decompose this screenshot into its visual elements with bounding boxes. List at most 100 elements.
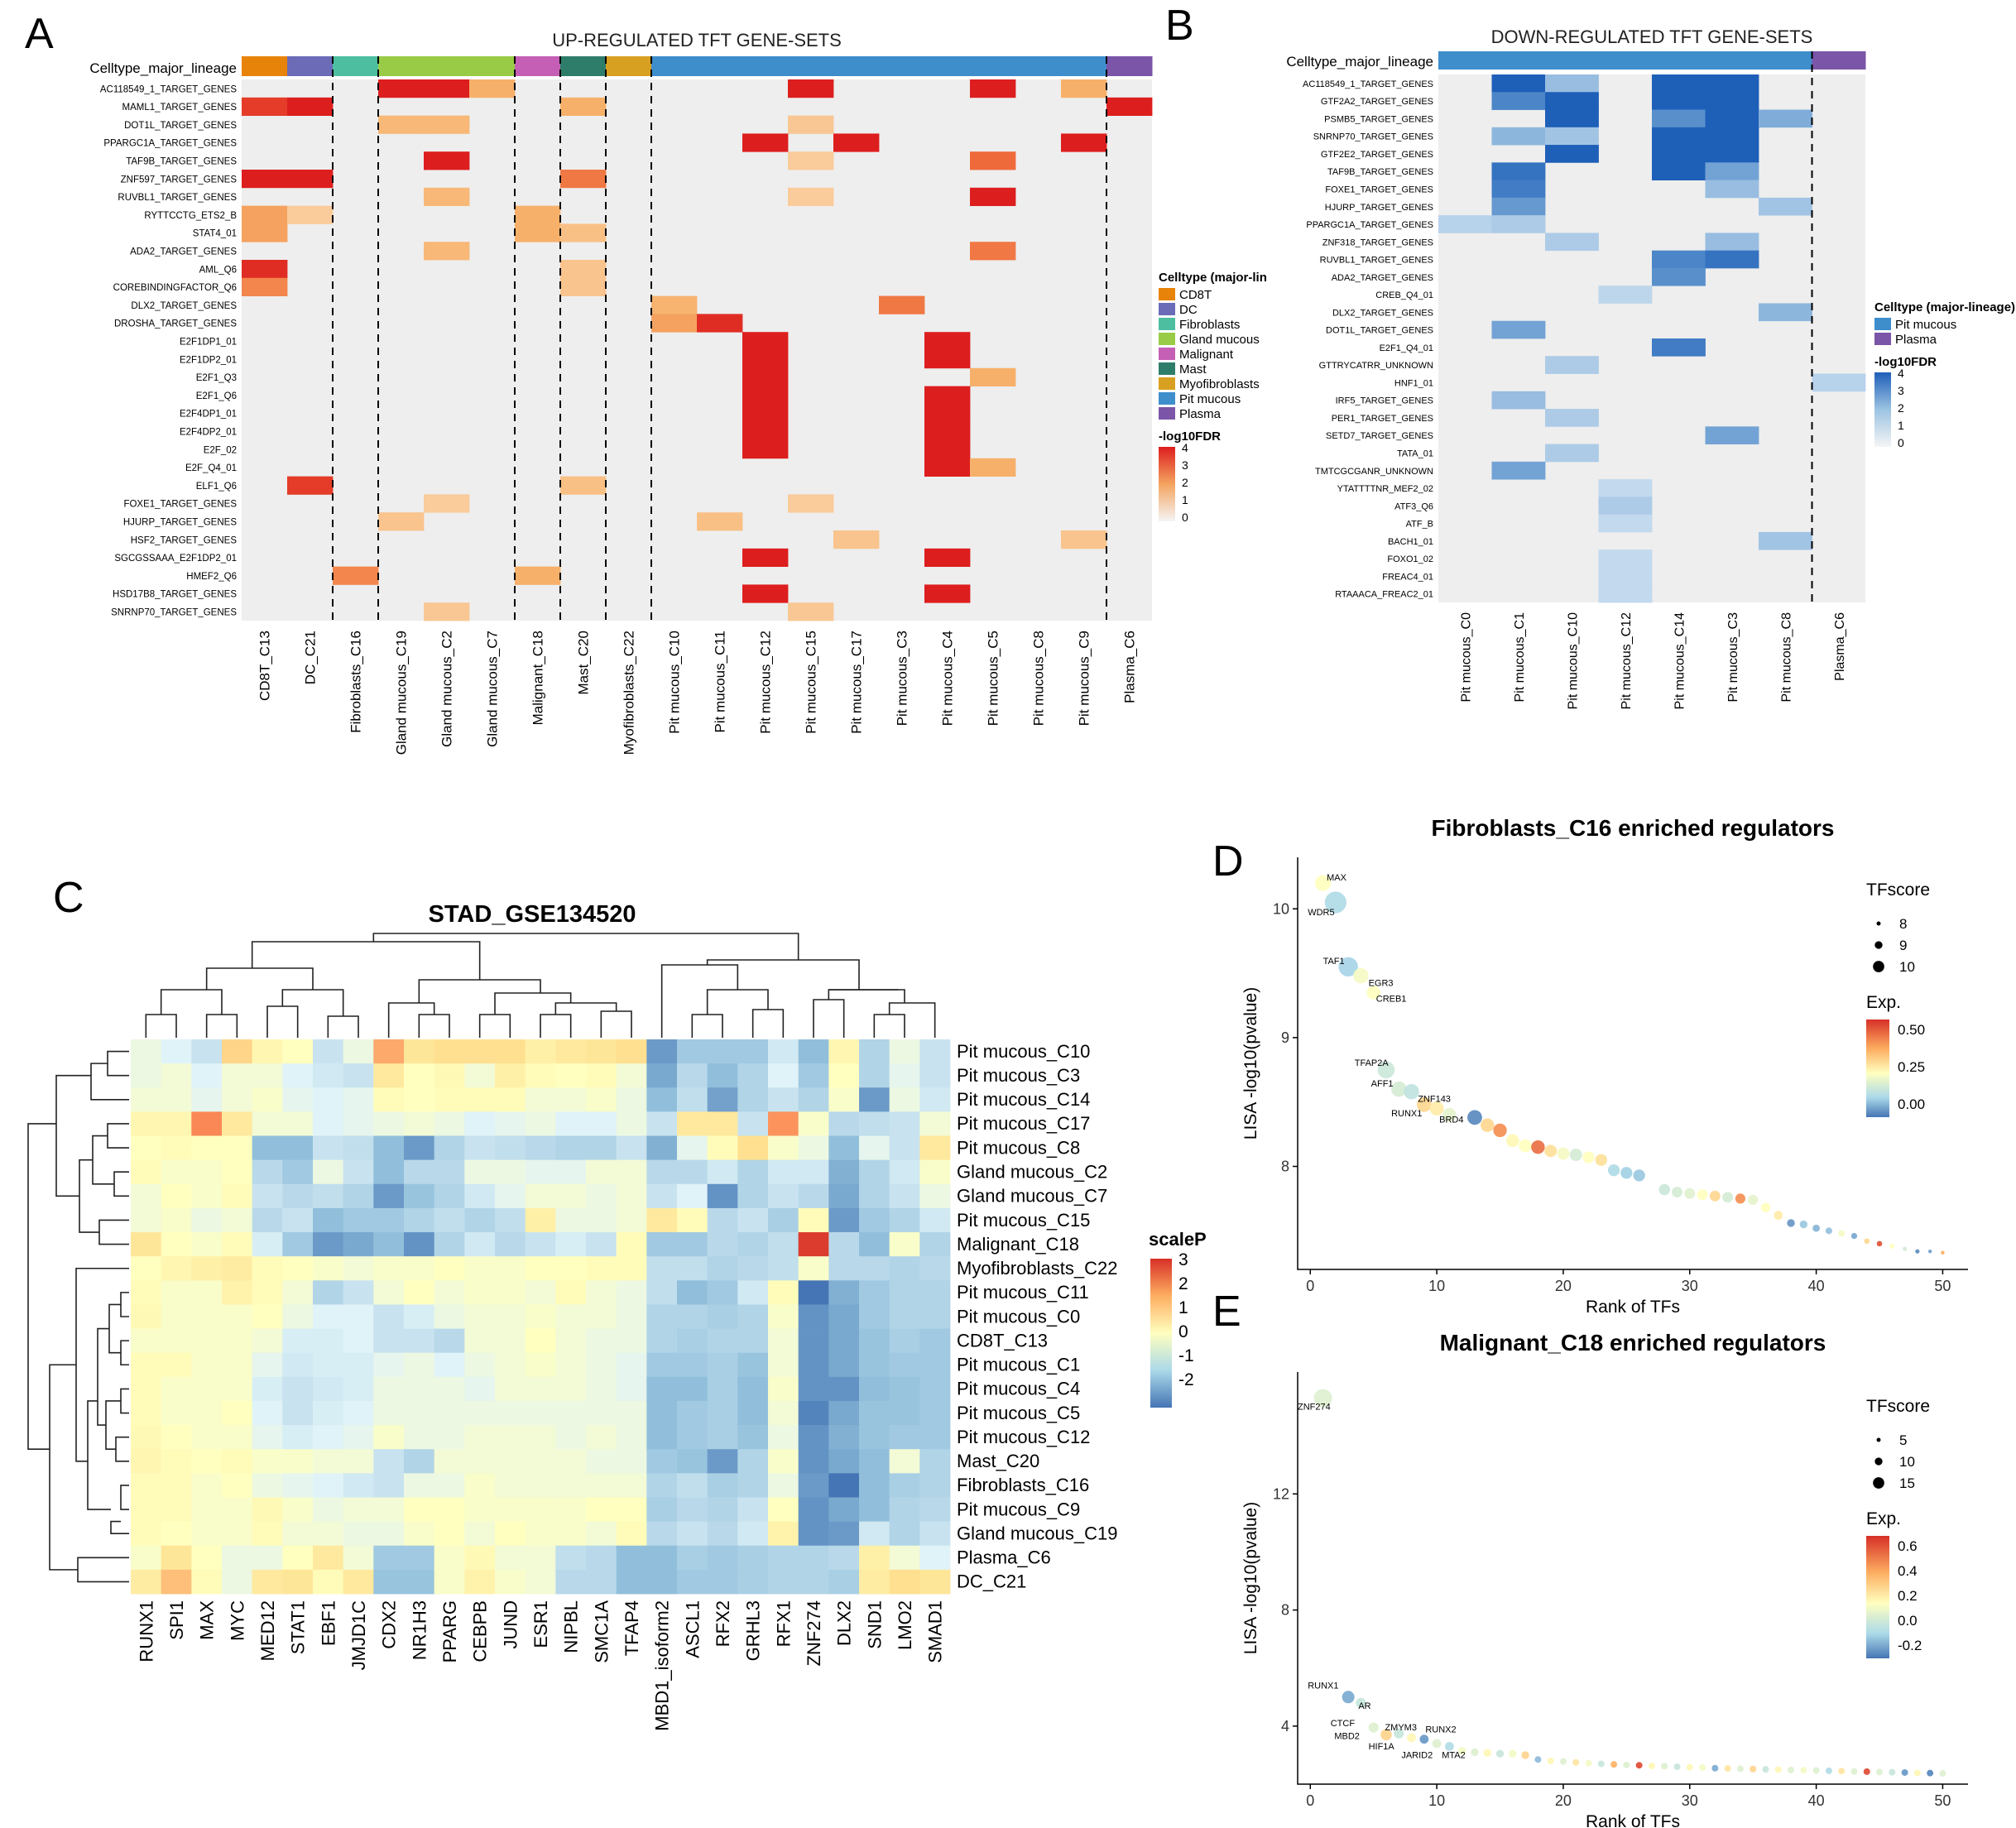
data-point: [1661, 1763, 1668, 1770]
scale-tick: 3: [1898, 384, 1904, 397]
heatmap-cell: [525, 1376, 556, 1402]
heatmap-cell: [924, 584, 971, 603]
row-label: TATA_01: [1397, 449, 1433, 458]
heatmap-cell: [424, 187, 470, 206]
row-label: FREAC4_01: [1382, 572, 1433, 582]
heatmap-cell: [191, 1352, 223, 1378]
heatmap-cell: [919, 1063, 951, 1088]
heatmap-cell: [434, 1039, 465, 1064]
column-dendrogram-branch: [205, 1014, 238, 1038]
heatmap-cell: [131, 1280, 162, 1305]
annotation-cell: [1491, 51, 1546, 70]
heatmap-cell: [828, 1352, 860, 1378]
column-label: Gland mucous_C2: [439, 631, 455, 747]
heatmap-cell: [555, 1111, 587, 1136]
row-label: Pit mucous_C17: [957, 1113, 1090, 1134]
row-dendrogram-branch: [77, 1557, 129, 1583]
heatmap-cell: [677, 1256, 708, 1281]
column-label: CEBPB: [470, 1600, 491, 1662]
heatmap-cell: [252, 1063, 283, 1088]
heatmap-cell: [859, 1087, 890, 1112]
column-label: Pit mucous_C5: [986, 631, 1001, 726]
heatmap-cell: [859, 1473, 890, 1498]
legend-title: Celltype (major-lineage): [1874, 300, 2015, 314]
column-label: Mast_C20: [576, 631, 592, 694]
data-point: [1582, 1151, 1595, 1163]
data-point: [1699, 1764, 1706, 1772]
data-point: [1748, 1194, 1759, 1206]
data-point: [1762, 1766, 1769, 1773]
heatmap-cell: [768, 1400, 799, 1426]
heatmap-cell: [434, 1449, 465, 1474]
row-label: HMEF2_Q6: [186, 572, 237, 582]
heatmap-cell: [707, 1425, 738, 1450]
heatmap-cell: [282, 1063, 314, 1088]
heatmap-cell: [742, 386, 789, 405]
row-label: AC118549_1_TARGET_GENES: [100, 84, 237, 94]
heatmap-cell: [282, 1473, 314, 1498]
column-label: DLX2: [834, 1600, 855, 1646]
heatmap-cell: [282, 1304, 314, 1329]
heatmap-cell: [859, 1256, 890, 1281]
heatmap-cell: [313, 1111, 344, 1136]
heatmap-cell: [737, 1473, 769, 1498]
heatmap-cell: [161, 1521, 192, 1547]
heatmap-cell: [924, 440, 971, 459]
heatmap-cell: [161, 1400, 192, 1426]
data-point: [1787, 1219, 1795, 1227]
heatmap-cell: [798, 1207, 829, 1233]
data-point: [1774, 1766, 1782, 1773]
heatmap-cell: [859, 1304, 890, 1329]
data-point: [1314, 875, 1332, 891]
column-dendrogram-branch: [554, 1002, 617, 1015]
heatmap-cell: [287, 170, 334, 189]
heatmap-cell: [191, 1328, 223, 1354]
heatmap-cell: [131, 1376, 162, 1402]
chart-title: Malignant_C18 enriched regulators: [1440, 1330, 1826, 1355]
size-legend-dot: [1874, 1457, 1883, 1466]
heatmap-cell: [252, 1352, 283, 1378]
data-point: [1356, 1697, 1366, 1708]
column-label: DC_C21: [303, 631, 319, 684]
heatmap-cell: [252, 1497, 283, 1523]
heatmap-cell: [1491, 180, 1546, 199]
heatmap-cell: [889, 1352, 920, 1378]
heatmap-cell: [373, 1521, 405, 1547]
heatmap-cell: [404, 1135, 435, 1161]
data-point: [1519, 1139, 1532, 1153]
heatmap-cell: [495, 1425, 526, 1450]
heatmap-cell: [707, 1473, 738, 1498]
heatmap-cell: [828, 1400, 860, 1426]
heatmap-cell: [131, 1304, 162, 1329]
row-label: ATF_B: [1406, 520, 1433, 530]
heatmap-cell: [495, 1039, 526, 1064]
heatmap-cell: [919, 1159, 951, 1185]
heatmap-cell: [889, 1328, 920, 1354]
heatmap-cell: [798, 1256, 829, 1281]
column-label: Pit mucous_C12: [1620, 612, 1634, 709]
heatmap-cell: [343, 1207, 374, 1233]
heatmap-cell: [525, 1111, 556, 1136]
heatmap-cell: [434, 1087, 465, 1112]
heatmap-cell: [737, 1569, 769, 1595]
heatmap-cell: [495, 1400, 526, 1426]
heatmap-cell: [798, 1425, 829, 1450]
color-legend-tick: 0.2: [1898, 1588, 1918, 1604]
heatmap-cell: [161, 1304, 192, 1329]
heatmap-cell: [768, 1183, 799, 1209]
data-point: [1760, 1202, 1771, 1213]
heatmap-cell: [1705, 127, 1759, 146]
heatmap-cell: [343, 1087, 374, 1112]
heatmap-cell: [707, 1039, 738, 1064]
legend-swatch: [1159, 407, 1175, 420]
heatmap-cell: [222, 1400, 253, 1426]
row-label: Plasma_C6: [957, 1547, 1051, 1568]
heatmap-cell: [404, 1232, 435, 1257]
size-legend-label: 15: [1899, 1475, 1915, 1491]
row-label: ADA2_TARGET_GENES: [130, 247, 237, 257]
data-point: [1902, 1246, 1908, 1251]
heatmap-cell: [555, 1183, 587, 1209]
annotation-cell: [515, 56, 561, 76]
heatmap-cell: [616, 1256, 647, 1281]
heatmap-cell: [525, 1232, 556, 1257]
